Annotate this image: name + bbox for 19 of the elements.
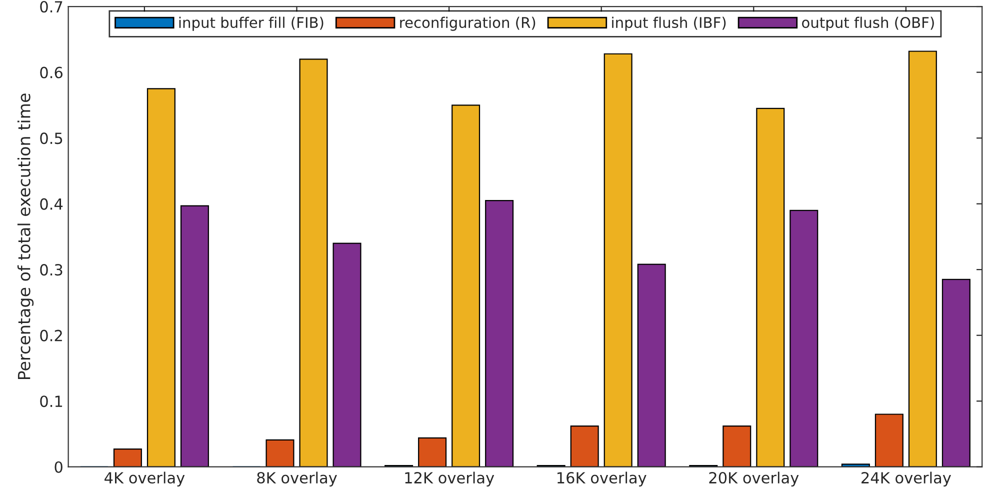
legend-label: input flush (IBF) [612,16,726,31]
y-tick-label: 0.7 [40,0,62,13]
y-tick-label: 0 [54,461,62,473]
x-tick-label: 24K overlay [862,472,951,487]
x-tick-label: 4K overlay [104,472,185,487]
legend-label: input buffer fill (FIB) [179,16,324,31]
x-tick-label: 12K overlay [405,472,494,487]
y-tick-label: 0.4 [40,198,63,210]
y-tick-label: 0.1 [40,396,62,408]
y-tick-label: 0.6 [40,66,62,78]
legend-label: output flush (OBF) [802,16,934,31]
legend-label: reconfiguration (R) [400,16,536,31]
y-tick-label: 0.3 [40,264,62,276]
y-axis-title: Percentage of total execution time [17,94,34,380]
y-tick-label: 0.2 [40,330,62,342]
y-tick-label: 0.5 [40,132,62,144]
x-tick-label: 8K overlay [257,472,337,487]
x-tick-label: 20K overlay [709,472,799,487]
x-tick-label: 16K overlay [558,472,646,487]
